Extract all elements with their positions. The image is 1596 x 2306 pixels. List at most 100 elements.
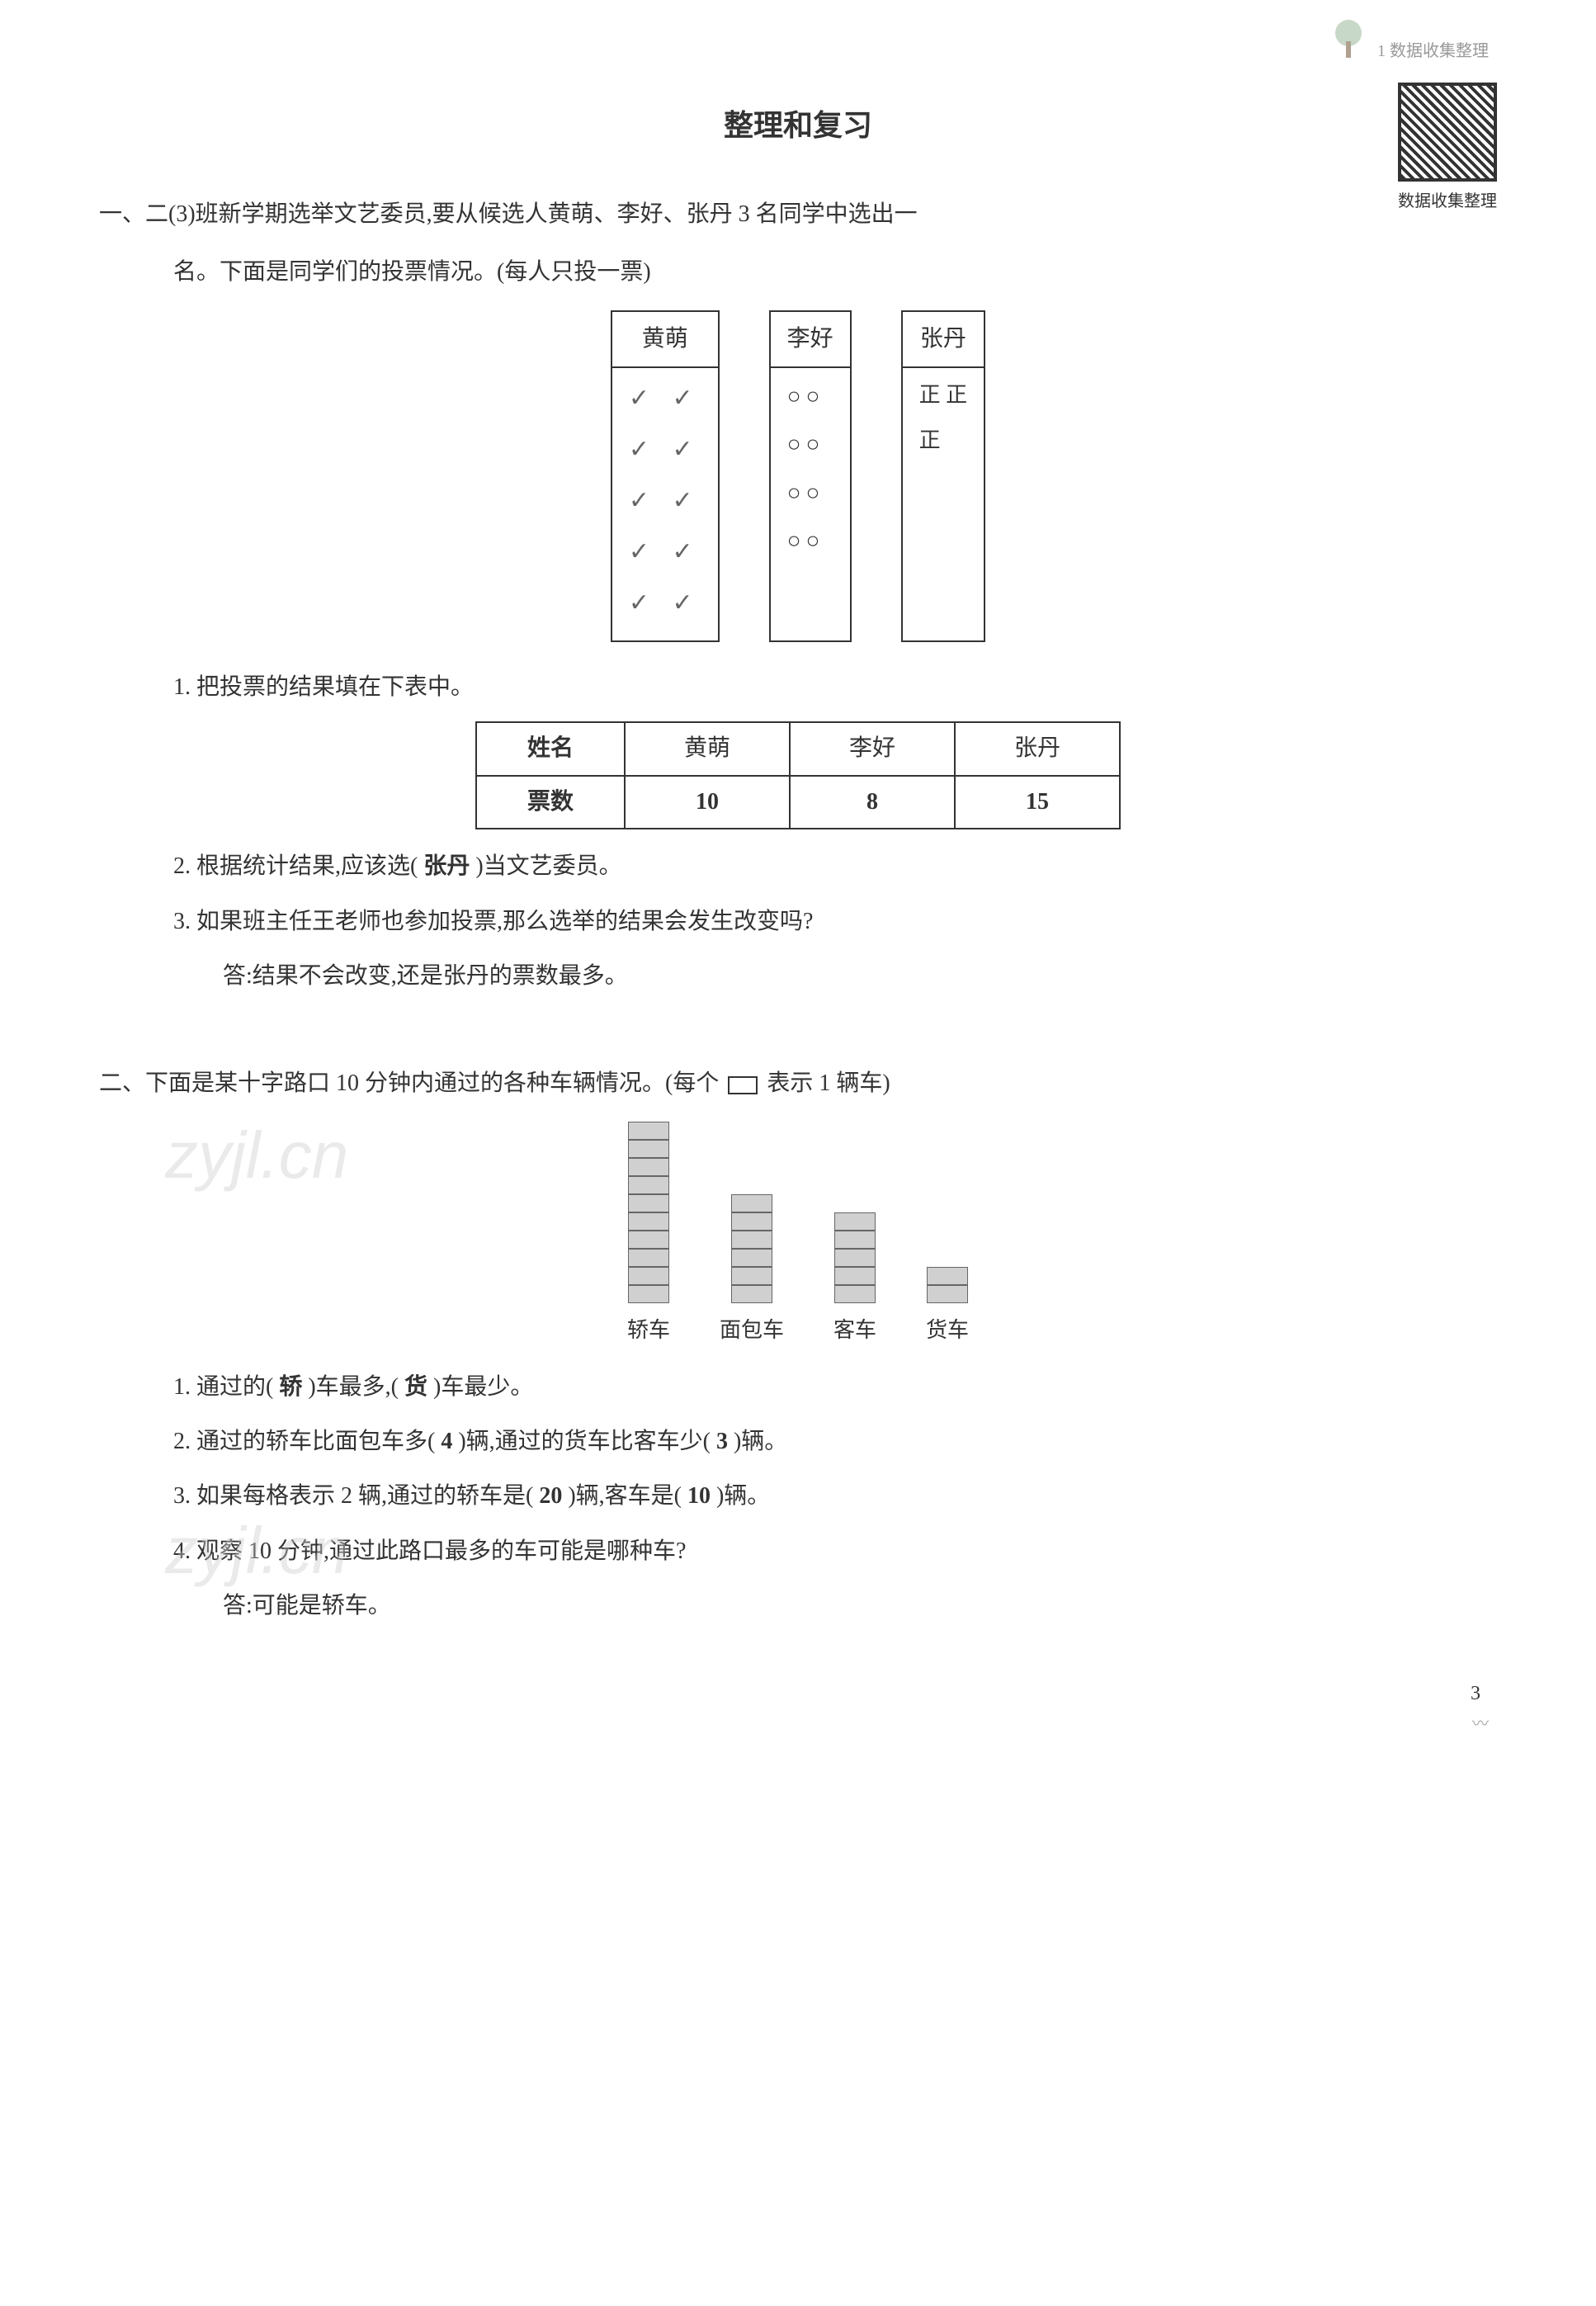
bar-cell xyxy=(731,1231,772,1249)
vote-box: 张丹正 正正 xyxy=(901,310,986,642)
section2-q1: 1. 通过的( 轿 )车最多,( 货 )车最少。 xyxy=(99,1367,1497,1408)
result-table: 姓名黄萌李好张丹 票数10815 xyxy=(475,721,1121,829)
bar-cell xyxy=(628,1285,669,1303)
s2q1-a1: 轿 xyxy=(273,1374,308,1400)
vote-tally-row: ○○ xyxy=(787,376,833,418)
bar-label: 面包车 xyxy=(720,1311,784,1350)
qr-code-icon xyxy=(1398,83,1497,182)
section1-intro-line2: 名。下面是同学们的投票情况。(每人只投一票) xyxy=(99,252,1497,293)
bar-cell xyxy=(628,1267,669,1285)
s2q1-p1: 1. 通过的( xyxy=(173,1374,273,1400)
vote-tally-row: ○○ xyxy=(787,521,833,562)
section-1: 一、二(3)班新学期选举文艺委员,要从候选人黄萌、李好、张丹 3 名同学中选出一… xyxy=(99,194,1497,998)
table-header-cell: 张丹 xyxy=(955,722,1120,775)
bar-cell xyxy=(628,1249,669,1267)
s2q2-a2: 3 xyxy=(711,1429,734,1454)
section2-q4-text: 4. 观察 10 分钟,通过此路口最多的车可能是哪种车? xyxy=(99,1531,1497,1572)
bar-cell xyxy=(628,1140,669,1158)
s2q1-p2: )车最多,( xyxy=(308,1374,399,1400)
s2q3-p2: )辆,客车是( xyxy=(568,1483,682,1509)
bar-cell xyxy=(628,1231,669,1249)
table-value-cell: 10 xyxy=(625,776,790,829)
bar xyxy=(628,1122,669,1303)
section1-intro-line1: 一、二(3)班新学期选举文艺委员,要从候选人黄萌、李好、张丹 3 名同学中选出一 xyxy=(99,194,1497,235)
chapter-label: 1 数据收集整理 xyxy=(1377,36,1489,66)
bar-column: 轿车 xyxy=(627,1122,670,1350)
section1-q3-answer: 答:结果不会改变,还是张丹的票数最多。 xyxy=(99,956,1497,997)
table-header-cell: 黄萌 xyxy=(625,722,790,775)
s2q3-p1: 3. 如果每格表示 2 辆,通过的轿车是( xyxy=(173,1483,533,1509)
table-value-cell: 15 xyxy=(955,776,1120,829)
section2-q4-answer: 答:可能是轿车。 xyxy=(99,1585,1497,1627)
bar-label: 轿车 xyxy=(627,1311,670,1350)
s2q1-a2: 货 xyxy=(399,1374,433,1400)
bar-cell xyxy=(834,1267,876,1285)
bar-cell xyxy=(731,1267,772,1285)
s2q2-a1: 4 xyxy=(435,1429,458,1454)
vote-tally-row: ✓ ✓ xyxy=(629,581,701,626)
section2-q3: 3. 如果每格表示 2 辆,通过的轿车是( 20 )辆,客车是( 10 )辆。 xyxy=(99,1476,1497,1517)
section-2: zyjl.cn 二、下面是某十字路口 10 分钟内通过的各种车辆情况。(每个 表… xyxy=(99,1063,1497,1627)
page-decoration: 〰 xyxy=(99,1709,1497,1739)
vote-box: 黄萌✓ ✓✓ ✓✓ ✓✓ ✓✓ ✓ xyxy=(611,310,720,642)
bar-cell xyxy=(628,1176,669,1194)
bar xyxy=(731,1194,772,1303)
vote-box-body: 正 正正 xyxy=(903,368,985,550)
bar-cell xyxy=(731,1249,772,1267)
bar-column: 面包车 xyxy=(720,1194,784,1350)
bar-cell xyxy=(834,1249,876,1267)
section2-intro: 二、下面是某十字路口 10 分钟内通过的各种车辆情况。(每个 表示 1 辆车) xyxy=(99,1063,1497,1104)
q2-suffix: )当文艺委员。 xyxy=(475,853,621,879)
bar-cell xyxy=(834,1231,876,1249)
section2-intro-suffix: 表示 1 辆车) xyxy=(761,1070,890,1096)
bar-column: 货车 xyxy=(926,1267,969,1350)
table-value-cell: 8 xyxy=(790,776,955,829)
bar-label: 客车 xyxy=(833,1311,876,1350)
s2q1-p3: )车最少。 xyxy=(433,1374,533,1400)
bar-cell xyxy=(731,1285,772,1303)
bar-cell xyxy=(628,1158,669,1176)
bar-cell xyxy=(834,1285,876,1303)
vote-tally-row: 正 xyxy=(919,422,968,461)
section2-intro-prefix: 二、下面是某十字路口 10 分钟内通过的各种车辆情况。(每个 xyxy=(99,1070,725,1096)
vote-tally-boxes: 黄萌✓ ✓✓ ✓✓ ✓✓ ✓✓ ✓李好○○○○○○○○张丹正 正正 xyxy=(99,310,1497,642)
vote-box-header: 张丹 xyxy=(903,312,985,368)
q2-answer: 张丹 xyxy=(418,853,475,879)
bar-cell xyxy=(731,1212,772,1231)
s2q3-a1: 20 xyxy=(533,1483,568,1509)
section1-q3-text: 3. 如果班主任王老师也参加投票,那么选举的结果会发生改变吗? xyxy=(99,901,1497,943)
q2-prefix: 2. 根据统计结果,应该选( xyxy=(173,853,418,879)
bar-cell xyxy=(628,1122,669,1140)
qr-section: 数据收集整理 xyxy=(1398,83,1497,216)
vote-box-body: ✓ ✓✓ ✓✓ ✓✓ ✓✓ ✓ xyxy=(612,368,718,640)
bar xyxy=(834,1212,876,1303)
vote-box: 李好○○○○○○○○ xyxy=(769,310,852,642)
s2q3-a2: 10 xyxy=(682,1483,716,1509)
table-header-cell: 李好 xyxy=(790,722,955,775)
vote-tally-row: ○○ xyxy=(787,424,833,465)
s2q2-p1: 2. 通过的轿车比面包车多( xyxy=(173,1429,435,1454)
vote-tally-row: ○○ xyxy=(787,473,833,514)
page-title: 整理和复习 xyxy=(99,99,1497,153)
vote-tally-row: ✓ ✓ xyxy=(629,479,701,523)
bar xyxy=(927,1267,968,1303)
bar-cell xyxy=(731,1194,772,1212)
section1-q1-label: 1. 把投票的结果填在下表中。 xyxy=(99,667,1497,708)
bar-cell xyxy=(628,1194,669,1212)
bar-cell xyxy=(927,1267,968,1285)
bar-cell xyxy=(927,1285,968,1303)
table-row-label: 票数 xyxy=(476,776,625,829)
table-header-label: 姓名 xyxy=(476,722,625,775)
page-number: 3 xyxy=(99,1676,1497,1712)
section1-q2: 2. 根据统计结果,应该选( 张丹 )当文艺委员。 xyxy=(99,846,1497,887)
bar-chart: 轿车 面包车 客车 货车 xyxy=(99,1122,1497,1350)
section2-q2: 2. 通过的轿车比面包车多( 4 )辆,通过的货车比客车少( 3 )辆。 xyxy=(99,1421,1497,1463)
vote-tally-row: ✓ ✓ xyxy=(629,376,701,421)
vote-tally-row: ✓ ✓ xyxy=(629,428,701,472)
s2q2-p3: )辆。 xyxy=(734,1429,787,1454)
bar-label: 货车 xyxy=(926,1311,969,1350)
s2q2-p2: )辆,通过的货车比客车少( xyxy=(458,1429,711,1454)
vote-box-body: ○○ ○○ ○○ ○○ xyxy=(771,368,850,578)
qr-label: 数据收集整理 xyxy=(1398,187,1497,216)
s2q3-p3: )辆。 xyxy=(716,1483,770,1509)
